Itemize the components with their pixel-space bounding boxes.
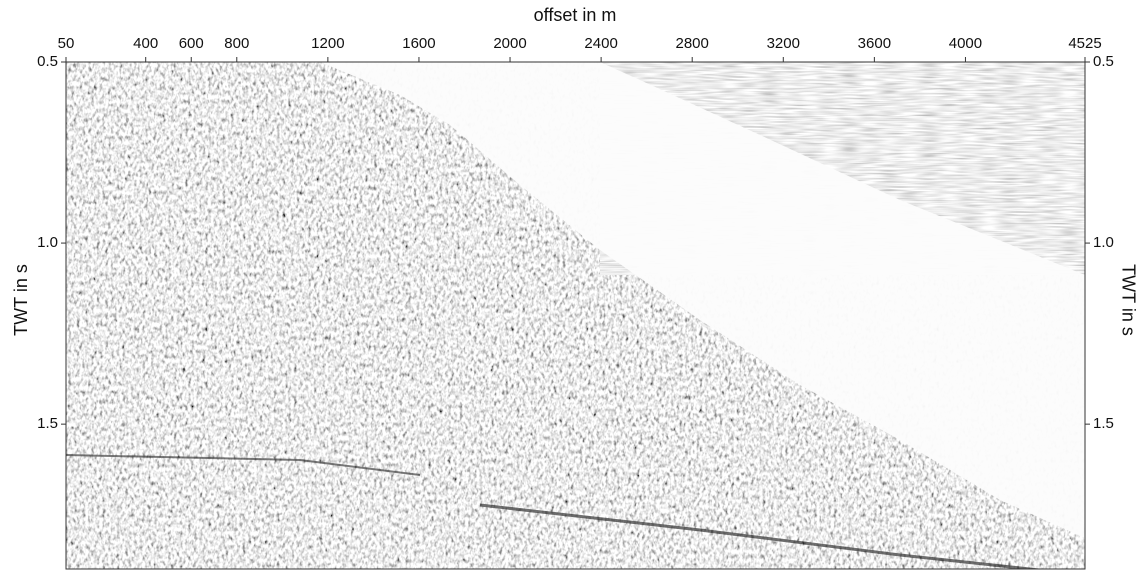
x-tick-label: 1200	[311, 35, 344, 52]
x-tick-label: 800	[224, 35, 249, 52]
y-tick-label: 1.0	[37, 234, 58, 251]
y-tick-label-right: 1.0	[1093, 234, 1114, 251]
plot-frame	[65, 61, 1086, 570]
x-tick-label: 400	[133, 35, 158, 52]
x-tick-label: 2000	[493, 35, 526, 52]
x-tick-label: 50	[58, 35, 75, 52]
reflector	[66, 454, 421, 476]
y-tick-label-right: 1.5	[1093, 415, 1114, 432]
fine-noise-region	[600, 62, 1085, 275]
x-tick-label: 3600	[858, 35, 891, 52]
x-tick-label: 1600	[402, 35, 435, 52]
x-tick-label: 2400	[584, 35, 617, 52]
seismic-image	[66, 62, 1085, 569]
x-tick-label: 4525	[1068, 35, 1101, 52]
x-tick-label: 600	[179, 35, 204, 52]
y-axis-label-right: TWT in s	[1118, 264, 1138, 336]
x-tick-label: 2800	[676, 35, 709, 52]
x-tick-label: 4000	[949, 35, 982, 52]
first-break-gap	[320, 62, 1085, 538]
reflector	[479, 503, 1044, 569]
y-tick-label: 1.5	[37, 415, 58, 432]
x-axis-label: offset in m	[534, 5, 617, 25]
x-tick-label: 3200	[767, 35, 800, 52]
y-tick-label-right: 0.5	[1093, 53, 1114, 70]
y-axis-label: TWT in s	[11, 264, 31, 336]
y-tick-label: 0.5	[37, 53, 58, 70]
